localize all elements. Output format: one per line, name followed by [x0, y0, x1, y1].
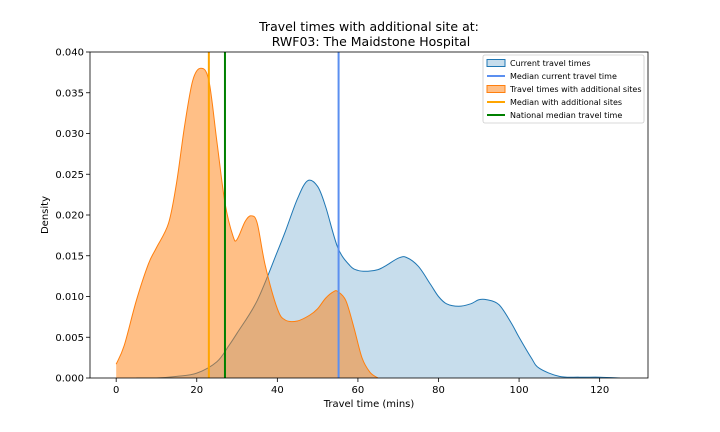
legend-label-median-with-additional-sites: Median with additional sites — [510, 98, 622, 107]
chart-subtitle: RWF03: The Maidstone Hospital — [272, 34, 471, 49]
x-tick-label: 40 — [271, 385, 284, 396]
x-tick-label: 60 — [352, 385, 365, 396]
y-tick-label: 0.015 — [55, 251, 84, 262]
y-tick-label: 0.000 — [55, 374, 84, 385]
legend-swatch-travel-times-with-additional-sites — [486, 85, 506, 93]
x-tick-label: 120 — [590, 385, 609, 396]
x-tick-label: 0 — [113, 385, 119, 396]
axes: 0 20 40 60 80 100 120 0.000 0.005 0.010 0.015 0.020… — [55, 48, 649, 396]
y-tick-label: 0.035 — [55, 88, 84, 99]
legend: Current travel times Median current trave… — [482, 54, 645, 124]
y-tick-label: 0.020 — [55, 211, 84, 222]
y-tick-label: 0.010 — [55, 292, 84, 303]
legend-label-travel-times-with-additional-sites: Travel times with additional sites — [509, 85, 642, 94]
legend-label-median-current-travel-time: Median current travel time — [510, 72, 617, 81]
x-tick-label: 80 — [432, 385, 445, 396]
density-line-travel-times-with-additional-sites — [115, 67, 379, 378]
y-tick-label: 0.030 — [55, 129, 84, 140]
y-axis-label: Density — [40, 196, 51, 234]
x-tick-label: 100 — [510, 385, 529, 396]
x-tick-label: 20 — [190, 385, 203, 396]
legend-label-national-median-travel-time: National median travel time — [510, 111, 622, 120]
y-tick-label: 0.040 — [55, 48, 84, 59]
y-tick-label: 0.005 — [55, 333, 84, 344]
plot-area — [115, 52, 620, 378]
legend-box — [482, 54, 645, 124]
density-area-travel-times-with-additional-sites — [116, 68, 379, 378]
legend-label-current-travel-times: Current travel times — [510, 59, 591, 68]
x-axis-label: Travel time (mins) — [323, 399, 415, 410]
y-tick-label: 0.025 — [55, 170, 84, 181]
chart-title: Travel times with additional site at: — [258, 19, 479, 34]
legend-swatch-current-travel-times — [486, 59, 506, 67]
